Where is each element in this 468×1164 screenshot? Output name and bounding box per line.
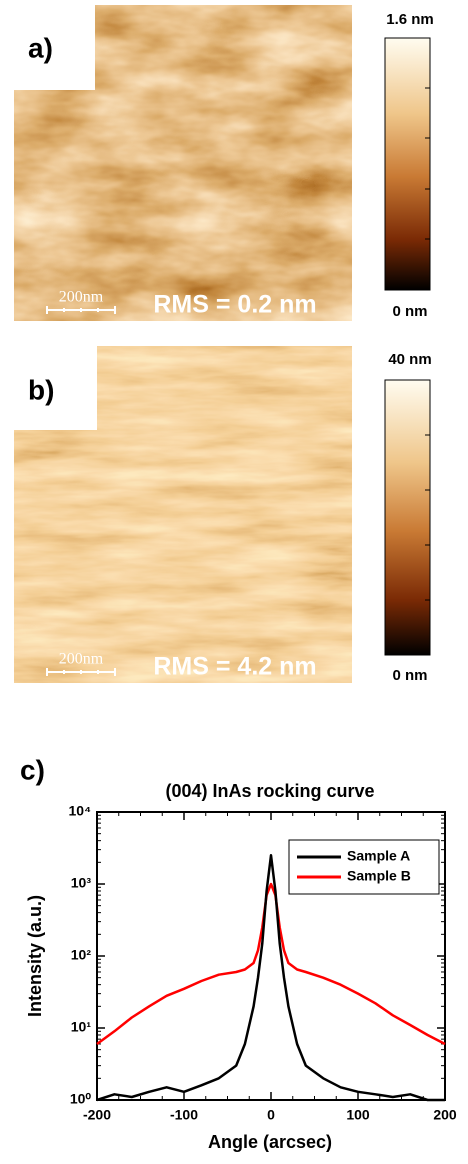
y-axis-label: Intensity (a.u.) xyxy=(25,895,45,1017)
x-tick-label: -100 xyxy=(170,1107,198,1123)
page: {"panel_a":{"label":"a)","scale_bar":"20… xyxy=(0,0,468,1159)
panel-label: c) xyxy=(20,754,45,785)
colorbar-min: 0 nm xyxy=(392,303,427,320)
colorbar-max: 40 nm xyxy=(388,351,431,368)
legend-label: Sample A xyxy=(347,848,410,864)
colorbar xyxy=(385,380,430,655)
scale-bar-label: 200nm xyxy=(59,651,104,668)
x-tick-label: 0 xyxy=(267,1107,275,1123)
chart-title: (004) InAs rocking curve xyxy=(165,781,374,801)
series-line xyxy=(97,884,445,1044)
afm-image-b xyxy=(14,346,352,683)
y-tick-label: 10² xyxy=(71,947,92,963)
x-tick-label: 100 xyxy=(346,1107,370,1123)
colorbar xyxy=(385,38,430,290)
y-tick-label: 10¹ xyxy=(71,1019,92,1035)
legend-label: Sample B xyxy=(347,868,411,884)
scale-bar-label: 200nm xyxy=(59,289,104,306)
y-tick-label: 10⁴ xyxy=(69,803,92,819)
colorbar-min: 0 nm xyxy=(392,667,427,684)
colorbar-max: 1.6 nm xyxy=(386,11,434,28)
rms-label: RMS = 0.2 nm xyxy=(153,291,316,319)
y-tick-label: 10⁰ xyxy=(70,1091,92,1107)
figure: a) 200nm RMS = 0.2 nm 1.6 nm 0 nm b) 200… xyxy=(0,0,468,1159)
panel-label: a) xyxy=(28,32,53,63)
x-tick-label: -200 xyxy=(83,1107,111,1123)
afm-image-a xyxy=(14,5,352,321)
x-tick-label: 200 xyxy=(433,1107,457,1123)
rms-label: RMS = 4.2 nm xyxy=(153,653,316,681)
panel-label: b) xyxy=(28,374,54,405)
y-tick-label: 10³ xyxy=(71,875,92,891)
x-axis-label: Angle (arcsec) xyxy=(208,1132,332,1152)
